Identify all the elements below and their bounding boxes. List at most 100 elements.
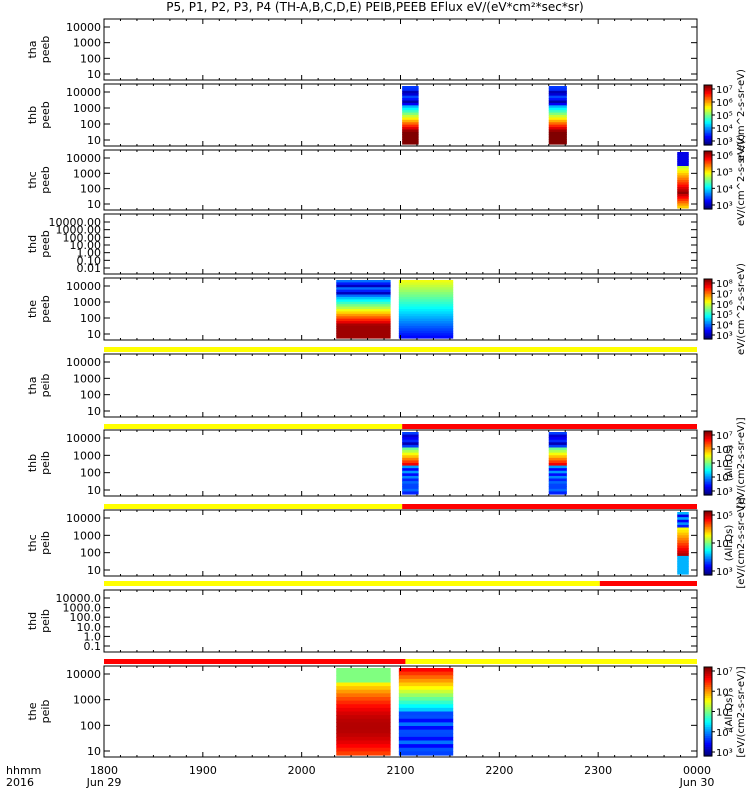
colorbar-cell	[704, 437, 712, 440]
colorbar-tick-label: 10⁶	[716, 445, 733, 456]
colorbar-cell	[704, 667, 712, 670]
colorbar-tick-label: 10⁵	[716, 511, 733, 522]
colorbar-cell	[704, 115, 712, 118]
spectrogram-cell	[336, 726, 391, 731]
colorbar-cell	[704, 133, 712, 136]
spectrogram-cell	[398, 740, 454, 745]
colorbar-cell	[704, 122, 712, 125]
spectrogram-cell	[402, 136, 419, 140]
spectrogram-cell	[402, 86, 419, 90]
colorbar-cell	[704, 555, 712, 558]
colorbar-cell	[704, 330, 712, 333]
spectrogram-cell	[336, 301, 391, 305]
spectrogram-cell	[677, 568, 689, 573]
colorbar-tick-label: 10⁷	[716, 289, 733, 300]
colorbar-cell	[704, 307, 712, 310]
colorbar-tick-label: 10⁶	[716, 687, 733, 698]
colorbar-cell	[704, 174, 712, 177]
spectrogram-cell	[402, 465, 419, 469]
spectrogram-cell	[677, 524, 689, 529]
colorbar-cell	[704, 517, 712, 520]
spectrogram-cell	[548, 457, 567, 462]
spectrogram-cell	[402, 88, 419, 92]
colorbar-cell	[704, 533, 712, 536]
colorbar-cell	[704, 479, 712, 482]
colorbar-cell	[704, 487, 712, 490]
spectrogram-cell	[548, 478, 567, 482]
colorbar-cell	[704, 131, 712, 134]
colorbar-cell	[704, 675, 712, 679]
colorbar-cell	[704, 477, 712, 480]
y-tick-label: 100.0	[70, 611, 102, 624]
spectrogram-cell	[548, 115, 567, 119]
colorbar-cell	[704, 463, 712, 466]
panel-frame	[103, 589, 698, 653]
panel-label: peib	[39, 609, 52, 633]
spectrogram-cell	[548, 437, 567, 441]
spectrogram-cell	[402, 115, 419, 119]
y-tick-label: 10	[87, 328, 101, 341]
colorbar-cell	[704, 301, 712, 304]
colorbar-cell	[704, 695, 712, 699]
y-tick-label: 1.0	[84, 630, 102, 643]
spectrogram-cell	[398, 700, 454, 705]
spectrogram-cell	[677, 571, 689, 575]
spectrogram-cell	[548, 93, 567, 97]
colorbar-cell	[704, 313, 712, 316]
spectrogram-cell	[336, 744, 391, 749]
colorbar-cell	[704, 439, 712, 442]
colorbar-cell	[704, 570, 712, 573]
spectrogram-cell	[548, 110, 567, 114]
colorbar-cell	[704, 325, 712, 328]
spectrogram-cell	[336, 747, 391, 752]
spectrogram-cell	[548, 112, 567, 116]
colorbar-cell	[704, 297, 712, 300]
y-tick-label: 10.0	[77, 621, 102, 634]
spectrogram-cell	[548, 131, 567, 135]
colorbar-cell	[704, 165, 712, 168]
spectrogram-cell	[336, 675, 391, 680]
colorbar-axis-label: [eV/(cm2-s-sr-eV)]	[736, 417, 747, 508]
colorbar-cell	[704, 448, 712, 451]
colorbar-cell	[704, 733, 712, 737]
colorbar-tick-label: 10⁷	[716, 667, 733, 678]
colorbar-cell	[704, 539, 712, 542]
colorbar-cell	[704, 527, 712, 530]
x-tick-label: 2100	[387, 764, 415, 777]
colorbar-cell	[704, 309, 712, 312]
spectrogram-cell	[677, 530, 689, 534]
y-tick-label: 1000	[73, 167, 101, 180]
colorbar-cell	[704, 511, 712, 514]
colorbar-axis-label: [eV/(cm2-s-sr-eV)]	[736, 497, 747, 588]
colorbar-tick-label: 10⁴	[716, 321, 733, 332]
spectrogram-cell	[402, 105, 419, 109]
spectrogram-cell	[548, 107, 567, 111]
spectrogram-cell	[398, 668, 454, 673]
colorbar-cell	[704, 702, 712, 706]
colorbar-cell	[704, 91, 712, 94]
spectrogram-cell	[398, 733, 454, 738]
panel-label: thd	[26, 612, 39, 630]
colorbar-cell	[704, 294, 712, 297]
colorbar-cell	[704, 285, 712, 288]
spectrogram-cell	[402, 444, 419, 449]
spectrogram-cell	[336, 689, 391, 694]
x-tick-label: 1900	[189, 764, 217, 777]
colorbar-cell	[704, 432, 712, 435]
colorbar-cell	[704, 295, 712, 298]
spectrogram-cell	[402, 90, 419, 94]
colorbar-frame	[703, 150, 713, 210]
colorbar-cell	[704, 177, 712, 180]
spectrogram-cell	[677, 175, 689, 179]
colorbar-cell	[704, 197, 712, 200]
spectrogram-cell	[548, 119, 567, 123]
colorbar-cell	[704, 751, 712, 755]
colorbar-tick-label: 10⁴	[716, 184, 733, 195]
spectrogram-cell	[677, 189, 689, 193]
colorbar-tick-label: 10⁴	[716, 728, 733, 739]
spectrogram-cell	[677, 187, 689, 190]
spectrogram-cell	[336, 729, 391, 734]
spectrogram-cell	[398, 325, 454, 329]
colorbar-cell	[704, 155, 712, 158]
